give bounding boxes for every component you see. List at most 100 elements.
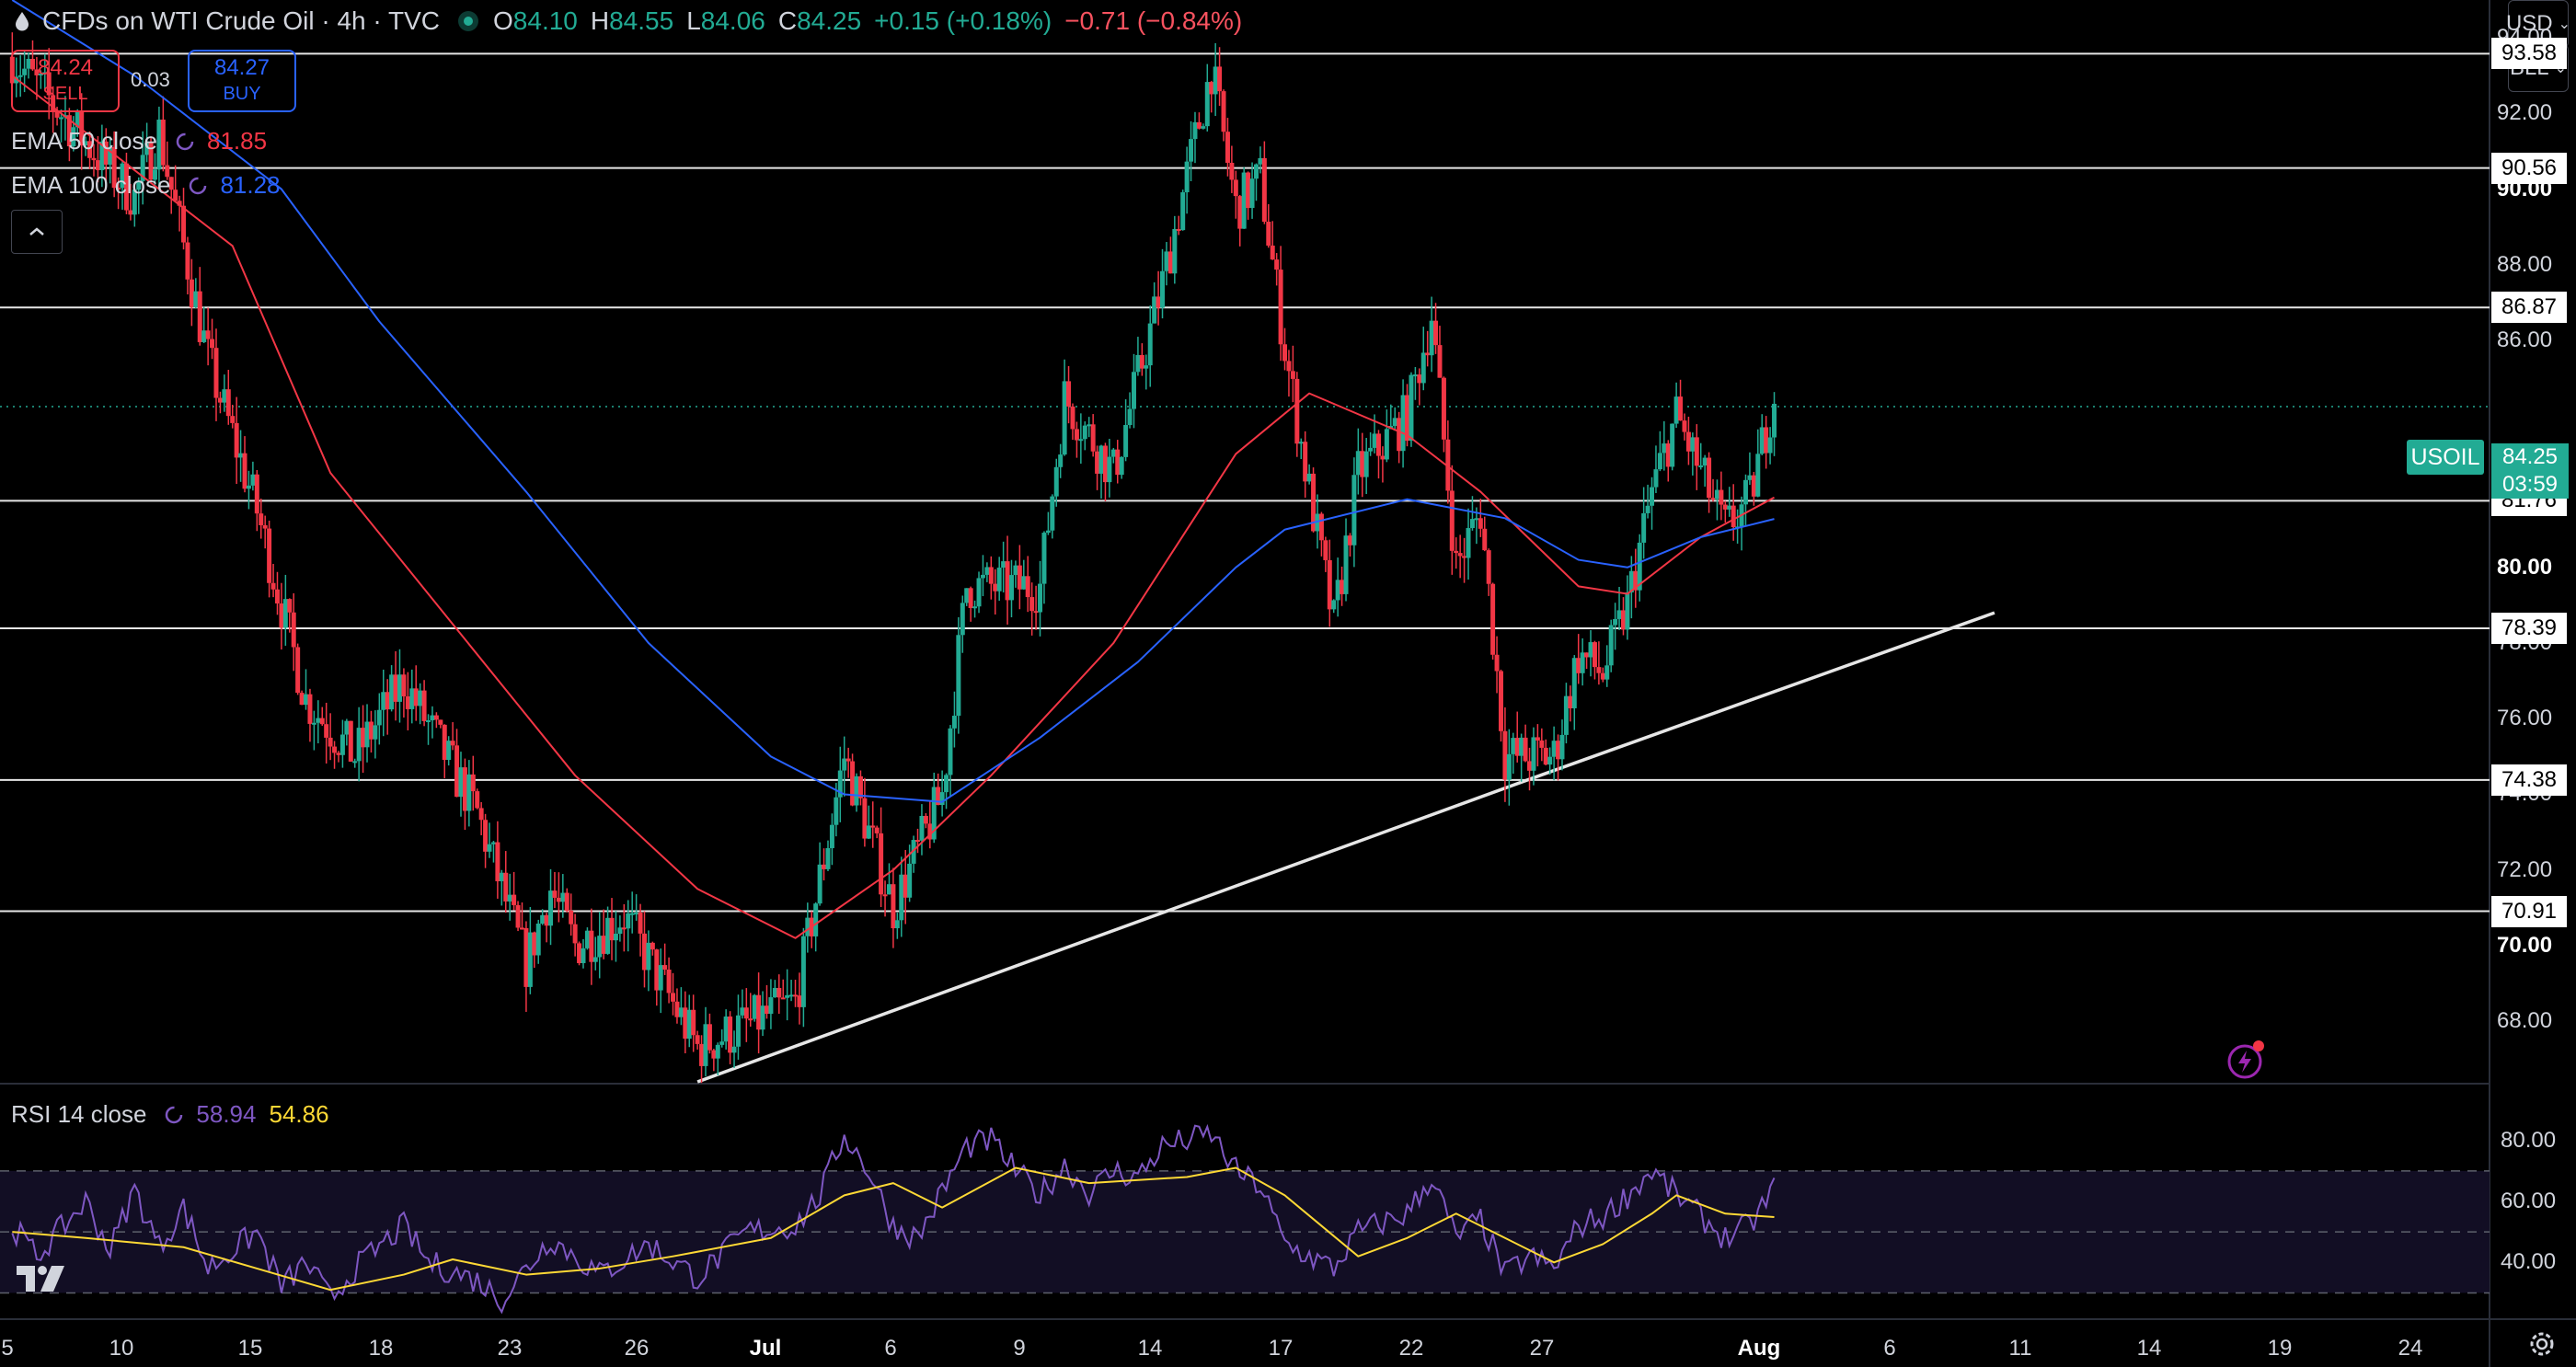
price-axis-label: 68.00 (2497, 1008, 2553, 1034)
candle-body (128, 210, 133, 215)
candle-body (519, 927, 524, 930)
candle-body (409, 688, 415, 709)
candle-body (1184, 161, 1190, 193)
rsi-axis-label: 40.00 (2501, 1249, 2557, 1275)
level-price-tag: 90.56 (2491, 152, 2567, 184)
candle-body (1466, 528, 1471, 558)
candle-body (1375, 433, 1381, 456)
candle-body (1340, 580, 1345, 594)
time-axis-label: 26 (624, 1336, 650, 1361)
candle-body (1543, 747, 1548, 765)
candle-body (800, 936, 806, 1007)
rsi-line[interactable] (11, 1123, 1776, 1315)
trendline[interactable] (696, 611, 1995, 1084)
candle-body (903, 874, 908, 898)
candle-body (1144, 365, 1149, 369)
candle-body (1062, 381, 1067, 455)
candle-body (1038, 583, 1043, 613)
candle-body (1237, 196, 1243, 229)
candle-body (197, 291, 202, 342)
candle-body (339, 734, 345, 755)
candle-body (899, 874, 904, 921)
candle-body (165, 165, 170, 178)
candle-body (1556, 741, 1561, 760)
candle-body (1449, 490, 1455, 551)
candle-body (1665, 443, 1671, 467)
candle-body (686, 1009, 692, 1040)
ema100-line[interactable] (11, 0, 1775, 803)
candle-body (42, 72, 48, 75)
candle-body (1123, 425, 1129, 457)
candle-body (822, 864, 827, 869)
candle-body (421, 690, 427, 721)
collapse-legend-button[interactable] (11, 210, 63, 254)
time-axis-label: Jul (749, 1336, 782, 1361)
candle-body (662, 965, 668, 970)
candle-body (177, 201, 182, 206)
candle-body (1087, 424, 1092, 427)
ema100-legend[interactable]: EMA 100 close 81.28 (11, 171, 281, 200)
candle-body (535, 923, 541, 956)
candle-body (1201, 126, 1206, 129)
candle-body (1531, 737, 1536, 771)
candle-body (764, 1005, 769, 1015)
candle-body (1490, 583, 1496, 655)
candle-body (882, 894, 888, 897)
candle-body (189, 279, 194, 308)
candle-body (1331, 600, 1337, 610)
buy-button[interactable]: 84.27 BUY (188, 50, 296, 112)
sell-label: SELL (42, 84, 88, 104)
indicator-loading-icon (176, 132, 194, 150)
tradingview-logo-icon[interactable] (15, 1262, 74, 1295)
rsi-ma-line[interactable] (12, 1166, 1775, 1292)
market-status-icon[interactable] (458, 11, 479, 31)
candle-body (919, 815, 925, 841)
candle-body (646, 942, 651, 971)
rsi-legend[interactable]: RSI 14 close 58.94 54.86 (11, 1100, 329, 1129)
candle-body (1584, 652, 1590, 658)
candle-body (523, 927, 529, 987)
candle-body (462, 767, 467, 811)
candle-body (274, 589, 280, 603)
candle-body (658, 965, 663, 991)
ema50-legend[interactable]: EMA 50 close 81.85 (11, 127, 267, 155)
candle-body (1078, 439, 1084, 442)
candle-body (1058, 454, 1064, 467)
candle-body (972, 606, 978, 609)
flash-alert-icon[interactable] (2225, 1038, 2269, 1082)
candle-body (666, 969, 672, 994)
candle-body (446, 741, 452, 761)
sell-button[interactable]: 84.24 SELL (11, 50, 120, 112)
candle-body (1172, 228, 1178, 274)
ema50-line[interactable] (11, 75, 1775, 939)
candle-body (891, 884, 896, 929)
candle-body (487, 844, 492, 852)
candle-body (111, 146, 117, 189)
candle-body (1474, 518, 1479, 521)
price-axis-label: 70.00 (2497, 932, 2553, 958)
candle-body (797, 995, 802, 1007)
candle-body (548, 890, 554, 926)
candle-body (1380, 455, 1386, 460)
candle-body (254, 474, 259, 514)
candle-body (1327, 559, 1332, 610)
candle-body (626, 913, 631, 929)
gear-icon[interactable] (2526, 1328, 2558, 1360)
candle-body (1722, 504, 1728, 510)
candle-body (1372, 433, 1377, 448)
candle-body (1306, 473, 1312, 482)
candle-body (1323, 540, 1328, 560)
open-label: O (493, 6, 513, 35)
candle-body (862, 798, 868, 839)
symbol-title[interactable]: CFDs on WTI Crude Oil · 4h · TVC (42, 6, 441, 35)
candle-body (242, 453, 247, 489)
candle-body (1070, 406, 1075, 430)
ema100-value: 81.28 (220, 171, 281, 199)
candle-body (1119, 456, 1124, 476)
candle-body (1702, 457, 1708, 466)
ema100-label: EMA 100 close (11, 171, 171, 199)
candle-body (1021, 576, 1027, 590)
candle-body (1282, 344, 1288, 362)
candle-body (1506, 753, 1512, 780)
